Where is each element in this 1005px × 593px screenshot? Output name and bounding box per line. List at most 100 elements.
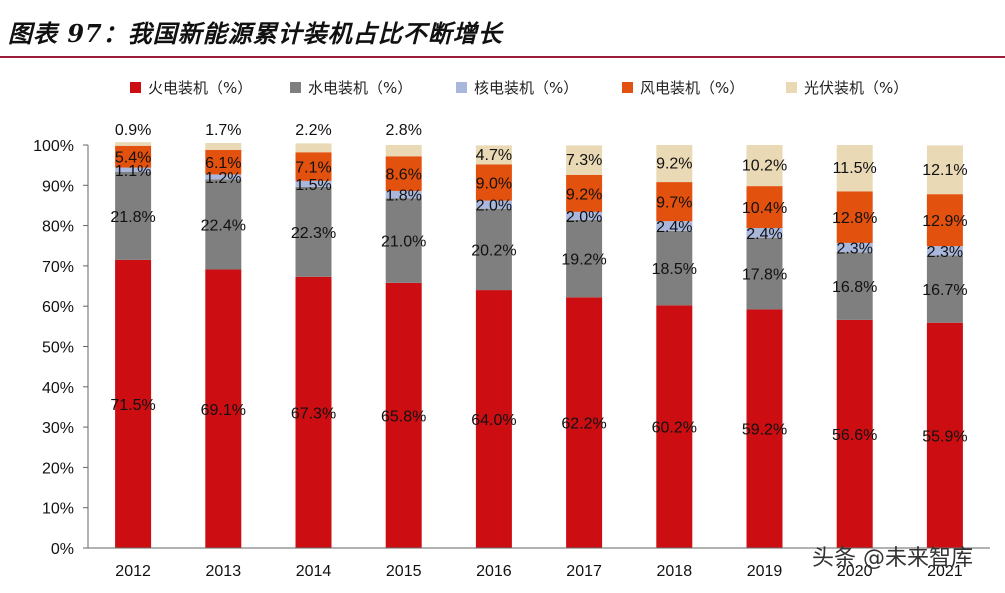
bar-segment (295, 152, 332, 181)
x-tick-label: 2015 (386, 563, 422, 580)
data-label: 9.0% (476, 175, 512, 192)
data-label: 16.8% (832, 279, 877, 296)
data-label: 12.9% (922, 213, 967, 230)
bar-segment (295, 186, 332, 277)
data-label: 21.8% (110, 209, 155, 226)
data-label: 62.2% (561, 416, 606, 433)
bar-segment (115, 167, 152, 173)
bar-segment (205, 142, 242, 150)
bar-segment (566, 297, 603, 548)
data-label: 12.1% (922, 162, 967, 179)
data-label: 1.2% (205, 170, 241, 187)
bar-segment (475, 164, 512, 201)
x-tick-label: 2019 (747, 563, 783, 580)
data-label: 2.4% (746, 226, 782, 243)
x-tick-label: 2013 (206, 563, 242, 580)
data-label: 1.1% (115, 163, 151, 180)
bar-segment (836, 145, 873, 192)
bar-segment (295, 276, 332, 548)
bar-segment (566, 174, 603, 212)
data-label: 2.2% (295, 122, 331, 139)
bar-segment (475, 290, 512, 548)
data-label: 2.3% (836, 241, 872, 258)
y-tick-label: 90% (42, 178, 74, 195)
data-label: 10.2% (742, 158, 787, 175)
x-tick-label: 2020 (837, 563, 873, 580)
bar-segment (566, 145, 603, 175)
bar-segment (746, 228, 783, 238)
title-rule (0, 56, 1005, 58)
legend-label: 火电装机（%） (148, 79, 252, 97)
chart-title: 图表 97：我国新能源累计装机占比不断增长 (8, 19, 503, 48)
y-tick-label: 30% (42, 420, 74, 437)
bar-segment (385, 282, 422, 548)
y-tick-label: 0% (51, 541, 74, 558)
y-tick-label: 100% (33, 138, 74, 155)
data-label: 69.1% (201, 402, 246, 419)
y-tick-label: 20% (42, 460, 74, 477)
bars: 71.5% 21.8% 1.1%5.4% 0.9% 69.1% 22.4% 1.2%6.1%… (110, 122, 968, 548)
data-label: 22.3% (291, 225, 336, 242)
data-label: 18.5% (652, 261, 697, 278)
data-label: 64.0% (471, 412, 516, 429)
data-label: 9.2% (656, 156, 692, 173)
data-label: 6.1% (205, 155, 241, 172)
x-tick-label: 2016 (476, 563, 512, 580)
bar-segment (656, 182, 693, 222)
legend-swatch (786, 82, 797, 93)
bar-segment (475, 208, 512, 291)
data-label: 19.2% (561, 252, 606, 269)
bar-segment (205, 149, 242, 175)
data-label: 71.5% (110, 397, 155, 414)
bar-segment (566, 219, 603, 298)
bar-segment (205, 269, 242, 548)
bar-segment (295, 143, 332, 153)
y-tick-label: 10% (42, 501, 74, 518)
data-label: 65.8% (381, 408, 426, 425)
legend-swatch (456, 82, 467, 93)
data-label: 2.3% (927, 244, 963, 261)
data-label: 7.1% (295, 160, 331, 177)
data-label: 55.9% (922, 428, 967, 445)
data-label: 56.6% (832, 427, 877, 444)
title-bar: 图表 97：我国新能源累计装机占比不断增长 (0, 0, 1005, 58)
x-tick-label: 2014 (296, 563, 332, 580)
data-label: 12.8% (832, 210, 877, 227)
bar-segment (385, 198, 422, 283)
data-label: 67.3% (291, 405, 336, 422)
bar-segment (295, 180, 332, 187)
bar-segment (475, 200, 512, 209)
y-axis: 0% 10% 20% 30% 40% 50% 60% 70% 80% 90% 100% (33, 138, 89, 558)
bar-segment (385, 145, 422, 157)
x-axis: 2012 2013 2014 2015 2016 2017 2018 2019 2020 2021 (88, 547, 990, 580)
y-tick-label: 40% (42, 380, 74, 397)
bar-segment (115, 145, 152, 168)
data-label: 2.8% (385, 122, 421, 139)
data-label: 9.7% (656, 195, 692, 212)
data-label: 21.0% (381, 234, 426, 251)
bar-segment (746, 186, 783, 229)
bar-segment (656, 230, 693, 306)
data-label: 8.6% (385, 167, 421, 184)
legend-label: 核电装机（%） (474, 79, 578, 97)
bar-segment (746, 145, 783, 187)
data-label: 2.0% (566, 209, 602, 226)
bar-segment (836, 191, 873, 243)
x-tick-label: 2021 (927, 563, 963, 580)
x-tick-label: 2017 (566, 563, 602, 580)
data-label: 2.0% (476, 198, 512, 215)
bar-segment (656, 305, 693, 548)
data-label: 2.4% (656, 219, 692, 236)
data-label: 60.2% (652, 420, 697, 437)
x-tick-label: 2018 (657, 563, 693, 580)
bar-segment (746, 237, 783, 310)
bar-segment (475, 145, 512, 165)
bar-segment (205, 174, 242, 180)
data-label: 59.2% (742, 422, 787, 439)
bar-segment (115, 142, 152, 146)
bar-segment (205, 179, 242, 270)
data-label: 1.7% (205, 122, 241, 139)
legend-swatch (622, 82, 633, 93)
bar-segment (385, 190, 422, 199)
